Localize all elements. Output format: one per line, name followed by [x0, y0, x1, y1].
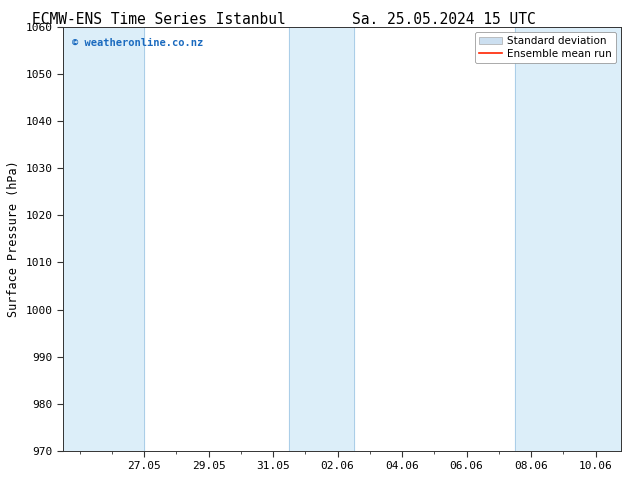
Text: ECMW-ENS Time Series Istanbul: ECMW-ENS Time Series Istanbul: [32, 12, 285, 27]
Bar: [289, 27, 354, 451]
Text: Sa. 25.05.2024 15 UTC: Sa. 25.05.2024 15 UTC: [352, 12, 536, 27]
Bar: [515, 27, 621, 451]
Text: © weatheronline.co.nz: © weatheronline.co.nz: [72, 38, 203, 48]
Y-axis label: Surface Pressure (hPa): Surface Pressure (hPa): [8, 161, 20, 317]
Legend: Standard deviation, Ensemble mean run: Standard deviation, Ensemble mean run: [475, 32, 616, 63]
Bar: [63, 27, 144, 451]
